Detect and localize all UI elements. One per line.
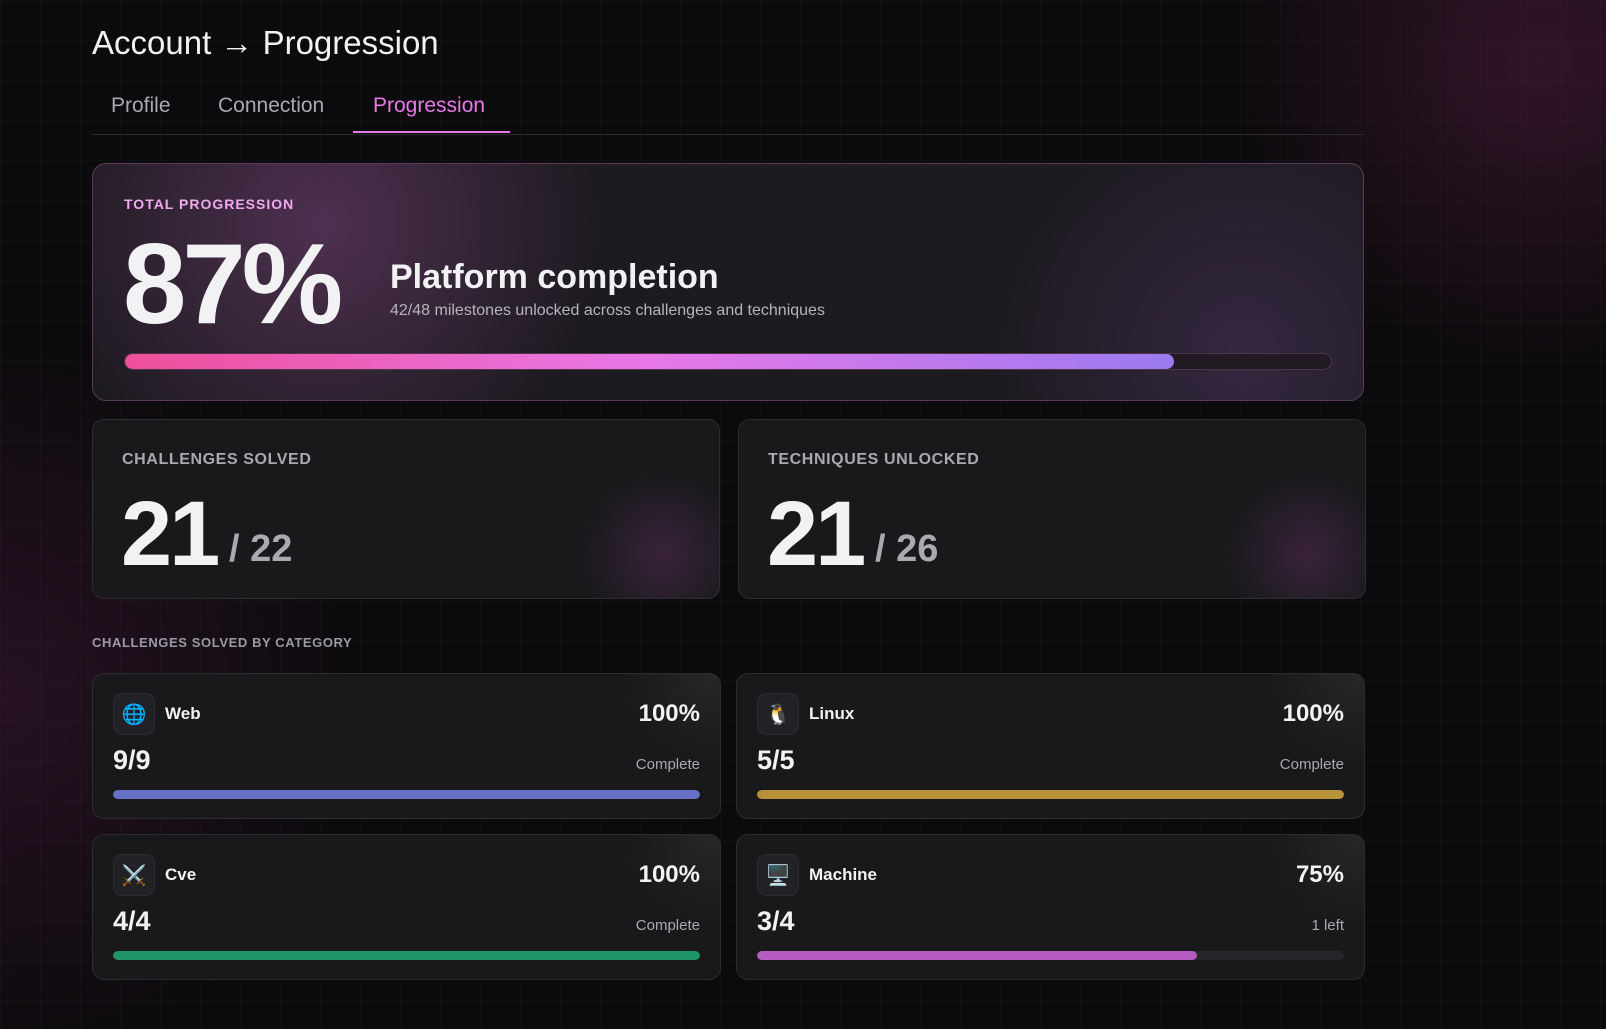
total-card: TOTAL PROGRESSION 87% Platform completio…	[92, 163, 1364, 401]
tab[interactable]: Profile	[111, 94, 171, 117]
stat-total: / 26	[875, 528, 939, 570]
category-status: Complete	[1279, 756, 1344, 773]
category-fill	[113, 951, 700, 960]
category-percent: 100%	[638, 861, 700, 888]
category-track	[757, 790, 1344, 799]
category-percent: 100%	[1282, 700, 1344, 727]
divider	[92, 134, 1364, 135]
category-count: 9/9	[113, 745, 151, 775]
stat-card: CHALLENGES SOLVED 21/ 22	[92, 419, 720, 599]
tab-underline	[353, 131, 510, 133]
category-card: 🌐 Web 100% 9/9 Complete	[92, 673, 721, 819]
category-track	[113, 951, 700, 960]
stat-count: 21	[767, 483, 866, 585]
category-card: ⚔️ Cve 100% 4/4 Complete	[92, 834, 721, 980]
category-status: 1 left	[1311, 917, 1344, 934]
total-headline: Platform completion	[390, 258, 719, 296]
total-label: TOTAL PROGRESSION	[124, 196, 295, 212]
category-name: Linux	[809, 704, 855, 723]
category-icon: 🐧	[757, 693, 799, 735]
stat-label: TECHNIQUES UNLOCKED	[768, 451, 980, 468]
category-card: 🐧 Linux 100% 5/5 Complete	[736, 673, 1365, 819]
total-value: 87%	[123, 221, 343, 348]
total-subtitle: 42/48 milestones unlocked across challen…	[390, 302, 825, 319]
stat-label: CHALLENGES SOLVED	[122, 451, 312, 468]
category-count: 3/4	[757, 906, 795, 936]
category-icon: 🌐	[113, 693, 155, 735]
category-status: Complete	[635, 917, 700, 934]
category-percent: 75%	[1295, 861, 1344, 888]
tab[interactable]: Connection	[218, 94, 325, 117]
page-title: Account → Progression	[92, 24, 439, 61]
category-count: 4/4	[113, 906, 151, 936]
category-name: Cve	[165, 865, 197, 884]
category-track	[113, 790, 700, 799]
progress-fill	[125, 354, 1175, 369]
category-icon: 🖥️	[757, 854, 799, 896]
category-track	[757, 951, 1344, 960]
category-card: 🖥️ Machine 75% 3/4 1 left	[736, 834, 1365, 980]
category-percent: 100%	[638, 700, 700, 727]
category-name: Web	[165, 704, 201, 723]
category-fill	[757, 951, 1198, 960]
stat-card: TECHNIQUES UNLOCKED 21/ 26	[738, 419, 1366, 599]
category-count: 5/5	[757, 745, 795, 775]
tab[interactable]: Progression	[373, 94, 486, 117]
category-fill	[113, 790, 700, 799]
progress-track	[124, 353, 1332, 370]
stat-total: / 22	[229, 528, 293, 570]
category-icon: ⚔️	[113, 854, 155, 896]
stat-count: 21	[121, 483, 220, 585]
section-label: CHALLENGES SOLVED BY CATEGORY	[92, 635, 353, 650]
category-fill	[757, 790, 1344, 799]
category-status: Complete	[635, 756, 700, 773]
category-name: Machine	[809, 865, 878, 884]
